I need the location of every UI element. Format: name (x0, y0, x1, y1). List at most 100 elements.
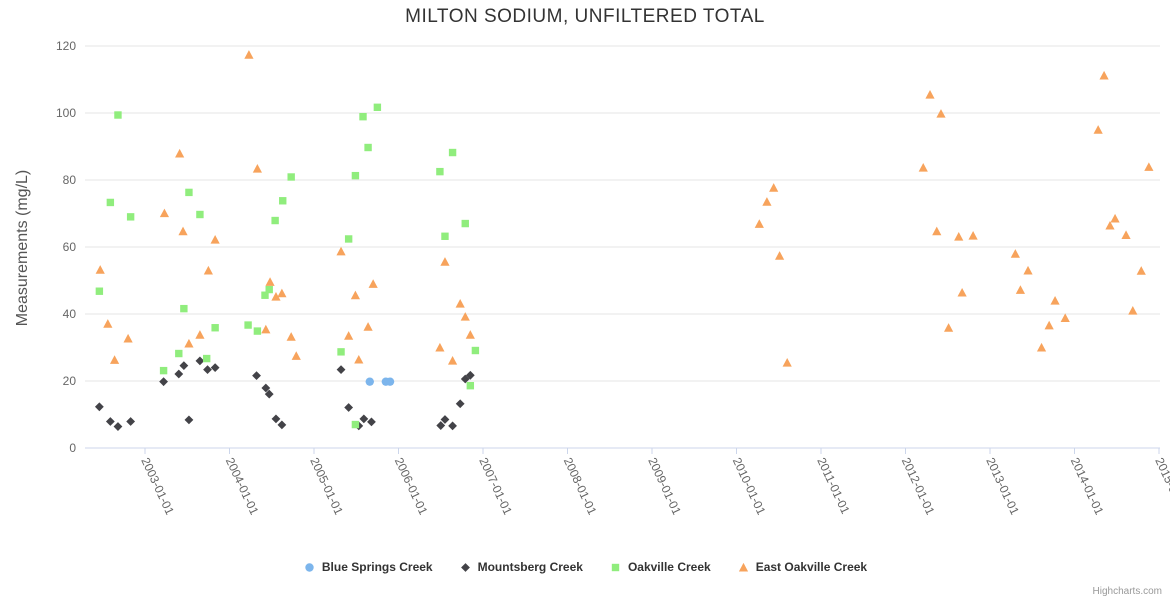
data-point[interactable] (126, 213, 135, 221)
data-point[interactable] (1050, 296, 1060, 305)
data-point[interactable] (436, 421, 446, 430)
data-point[interactable] (244, 50, 254, 59)
data-point[interactable] (184, 338, 194, 348)
data-point[interactable] (180, 304, 188, 313)
data-point[interactable] (106, 198, 115, 207)
data-point[interactable] (1044, 320, 1054, 330)
data-point[interactable] (287, 173, 295, 181)
data-point[interactable] (159, 208, 170, 218)
data-point[interactable] (435, 342, 445, 352)
data-point[interactable] (460, 312, 470, 321)
data-point[interactable] (365, 377, 374, 386)
data-point[interactable] (271, 291, 281, 301)
data-point[interactable] (1121, 230, 1131, 239)
data-point[interactable] (354, 354, 364, 364)
data-point[interactable] (261, 324, 271, 334)
data-point[interactable] (291, 351, 301, 360)
data-point[interactable] (350, 290, 361, 300)
data-point[interactable] (95, 265, 105, 274)
data-point[interactable] (774, 251, 785, 260)
data-point[interactable] (968, 231, 978, 240)
data-point[interactable] (203, 265, 213, 275)
data-point[interactable] (244, 321, 252, 329)
data-point[interactable] (286, 332, 296, 341)
data-point[interactable] (203, 365, 212, 375)
data-point[interactable] (252, 164, 262, 173)
data-point[interactable] (264, 389, 274, 399)
data-point[interactable] (210, 235, 220, 244)
data-point[interactable] (368, 279, 378, 288)
data-point[interactable] (1105, 220, 1115, 230)
data-point[interactable] (277, 288, 287, 298)
highcharts-credits-link[interactable]: Highcharts.com (1092, 586, 1162, 597)
data-point[interactable] (185, 188, 193, 197)
data-point[interactable] (271, 216, 279, 225)
data-point[interactable] (1110, 213, 1120, 223)
data-point[interactable] (175, 349, 183, 358)
data-point[interactable] (196, 210, 204, 219)
data-point[interactable] (103, 319, 113, 328)
data-point[interactable] (471, 346, 480, 355)
data-point[interactable] (94, 402, 104, 412)
data-point[interactable] (436, 167, 444, 176)
data-point[interactable] (95, 287, 104, 295)
data-point[interactable] (943, 323, 954, 332)
data-point[interactable] (179, 361, 189, 370)
data-point[interactable] (954, 232, 964, 241)
data-point[interactable] (1060, 313, 1070, 323)
data-point[interactable] (1136, 266, 1146, 275)
data-point[interactable] (337, 348, 345, 356)
data-point[interactable] (448, 421, 457, 431)
data-point[interactable] (769, 183, 779, 192)
data-point[interactable] (1144, 162, 1154, 171)
data-point[interactable] (175, 148, 185, 158)
data-point[interactable] (344, 235, 353, 243)
data-point[interactable] (440, 415, 450, 424)
data-point[interactable] (359, 414, 369, 424)
data-point[interactable] (336, 246, 346, 256)
data-point[interactable] (1099, 70, 1109, 80)
data-point[interactable] (762, 197, 772, 206)
data-point[interactable] (113, 422, 123, 431)
data-point[interactable] (932, 226, 942, 236)
data-point[interactable] (271, 414, 281, 424)
data-point[interactable] (174, 369, 184, 379)
data-point[interactable] (211, 324, 219, 332)
data-point[interactable] (455, 399, 465, 409)
data-point[interactable] (448, 148, 457, 157)
legend-item-blue-springs-creek[interactable]: Blue Springs Creek (303, 560, 433, 574)
data-point[interactable] (202, 354, 211, 363)
data-point[interactable] (265, 277, 275, 286)
data-point[interactable] (367, 417, 376, 427)
data-point[interactable] (918, 163, 928, 172)
data-point[interactable] (1036, 342, 1047, 352)
data-point[interactable] (957, 287, 967, 297)
data-point[interactable] (754, 219, 764, 228)
data-point[interactable] (277, 420, 287, 430)
data-point[interactable] (114, 111, 122, 119)
data-point[interactable] (109, 355, 120, 364)
data-point[interactable] (447, 355, 458, 365)
data-point[interactable] (126, 417, 136, 426)
data-point[interactable] (210, 363, 220, 372)
data-point[interactable] (265, 285, 273, 294)
data-point[interactable] (359, 112, 367, 121)
data-point[interactable] (105, 417, 115, 426)
data-point[interactable] (461, 219, 469, 228)
legend-item-mountsberg-creek[interactable]: Mountsberg Creek (459, 560, 583, 574)
data-point[interactable] (351, 171, 360, 180)
data-point[interactable] (466, 381, 475, 390)
data-point[interactable] (261, 383, 271, 393)
data-point[interactable] (178, 226, 188, 236)
data-point[interactable] (936, 109, 946, 118)
data-point[interactable] (344, 403, 354, 412)
data-point[interactable] (441, 232, 449, 240)
data-point[interactable] (925, 89, 935, 99)
data-point[interactable] (159, 366, 168, 375)
data-point[interactable] (253, 327, 262, 335)
data-point[interactable] (1128, 306, 1138, 315)
legend-item-oakville-creek[interactable]: Oakville Creek (609, 560, 711, 574)
data-point[interactable] (123, 333, 133, 343)
data-point[interactable] (465, 370, 475, 380)
data-point[interactable] (344, 331, 354, 340)
